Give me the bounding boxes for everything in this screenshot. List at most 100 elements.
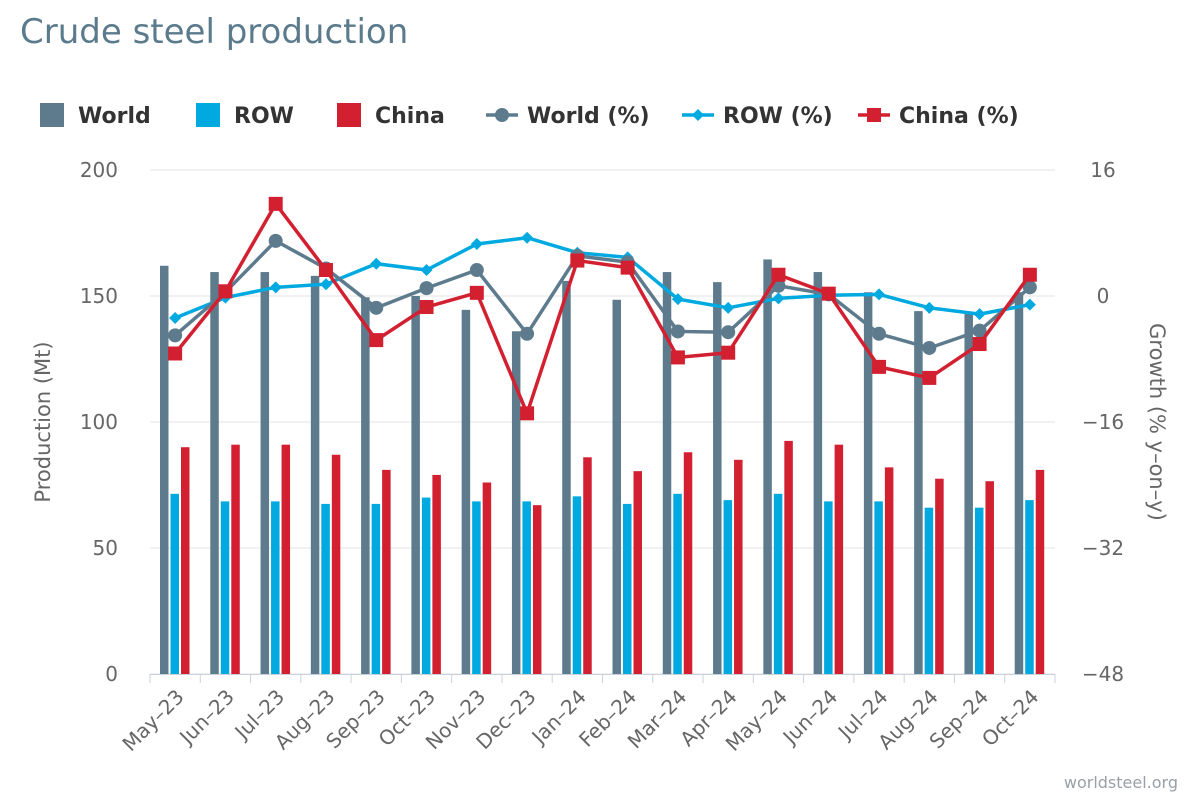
legend-symbol <box>40 103 64 127</box>
bar-china <box>834 444 844 674</box>
point-row-pct <box>521 231 534 244</box>
y-left-tick-label: 150 <box>80 284 118 308</box>
point-row-pct <box>169 312 182 325</box>
bar-china <box>281 444 291 674</box>
legend-label: China <box>375 104 445 129</box>
point-china-pct <box>168 346 183 361</box>
bar-china <box>482 482 492 674</box>
y-left-tick-label: 50 <box>93 536 118 560</box>
bars-layer <box>160 259 1045 674</box>
point-china-pct <box>771 267 786 282</box>
y-right-tick-label: −48 <box>1082 662 1124 686</box>
point-row-pct <box>722 301 735 314</box>
bar-china <box>181 447 190 674</box>
bar-world <box>310 275 320 674</box>
chart-title: Crude steel production <box>20 12 409 52</box>
point-world-pct <box>369 300 384 315</box>
x-tick-label: Jun–24 <box>777 685 843 751</box>
bar-row <box>974 507 984 674</box>
point-row-pct <box>319 278 332 291</box>
legend-label: ROW (%) <box>723 104 833 129</box>
line-world-pct <box>173 239 1032 350</box>
bar-row <box>723 500 733 674</box>
point-row-pct <box>772 292 785 305</box>
bar-world <box>160 265 169 674</box>
bar-world <box>662 272 672 674</box>
bar-world <box>511 331 521 674</box>
y-right-tick-label: 0 <box>1097 284 1110 308</box>
bar-china <box>583 457 592 674</box>
point-china-pct <box>872 359 887 374</box>
line-china-pct <box>173 202 1032 416</box>
legend: World ROW China World (%) ROW (%) China (%) <box>40 103 1019 129</box>
legend-item-world[interactable]: World <box>40 103 151 129</box>
bar-world <box>461 309 471 674</box>
bar-china <box>1035 469 1045 674</box>
bar-world <box>612 299 621 674</box>
bar-china <box>985 481 994 674</box>
point-china-pct <box>821 286 836 301</box>
legend-item-row[interactable]: ROW <box>196 103 294 129</box>
point-world-pct <box>268 233 283 248</box>
point-row-pct <box>973 308 986 321</box>
point-row-pct <box>370 257 383 270</box>
bar-row <box>623 503 632 674</box>
bar-china <box>784 440 793 674</box>
axes-layer: 0 50 100 150 200 −48 −32 −16 0 16 Production (Mt) G… <box>31 158 1169 756</box>
point-china-pct <box>670 350 685 365</box>
point-china-pct <box>469 285 484 300</box>
point-china-pct <box>419 300 434 315</box>
y-right-tick-label: −16 <box>1082 410 1124 434</box>
point-world-pct <box>520 326 535 341</box>
point-world-pct <box>721 325 736 340</box>
y-right-tick-label: −32 <box>1082 536 1124 560</box>
legend-item-world-pct[interactable]: World (%) <box>486 104 650 129</box>
point-world-pct <box>922 340 937 355</box>
point-world-pct <box>168 328 183 343</box>
point-world-pct <box>419 281 434 296</box>
point-row-pct <box>671 293 684 306</box>
bar-row <box>421 497 431 674</box>
legend-marker <box>867 108 881 122</box>
legend-item-row-pct[interactable]: ROW (%) <box>682 104 833 129</box>
legend-item-china-pct[interactable]: China (%) <box>858 104 1019 129</box>
point-row-pct <box>873 288 886 301</box>
point-world-pct <box>972 323 987 338</box>
point-china-pct <box>218 284 233 299</box>
bar-row <box>371 503 381 674</box>
point-row-pct <box>923 301 936 314</box>
bar-china <box>382 469 391 674</box>
point-china-pct <box>972 337 987 352</box>
bar-world <box>411 296 420 674</box>
legend-label: ROW <box>234 104 294 129</box>
y-right-axis-label: Growth (% y–on–y) <box>1145 323 1169 521</box>
bar-row <box>572 496 582 674</box>
y-left-tick-label: 0 <box>105 662 118 686</box>
y-right-tick-label: 16 <box>1090 158 1115 182</box>
x-tick-label: May–23 <box>117 685 188 756</box>
bar-world <box>863 292 873 674</box>
lines-layer <box>168 196 1037 421</box>
bar-china <box>683 452 693 674</box>
bar-world <box>713 282 722 674</box>
bar-world <box>813 272 823 674</box>
bar-row <box>522 501 531 674</box>
legend-label: World <box>78 104 151 129</box>
point-row-pct <box>1023 298 1036 311</box>
bar-world <box>210 272 219 674</box>
point-china-pct <box>268 196 283 211</box>
bar-row <box>874 501 883 674</box>
legend-item-china[interactable]: China <box>337 103 445 129</box>
point-china-pct <box>721 345 736 360</box>
bar-world <box>361 297 370 674</box>
bar-china <box>231 444 240 674</box>
point-china-pct <box>922 370 937 385</box>
legend-label: China (%) <box>899 104 1019 129</box>
legend-symbol <box>337 103 361 127</box>
bar-row <box>220 501 230 674</box>
bar-china <box>884 467 894 674</box>
bar-china <box>432 474 441 674</box>
point-china-pct <box>369 333 384 348</box>
bar-china <box>532 505 542 674</box>
